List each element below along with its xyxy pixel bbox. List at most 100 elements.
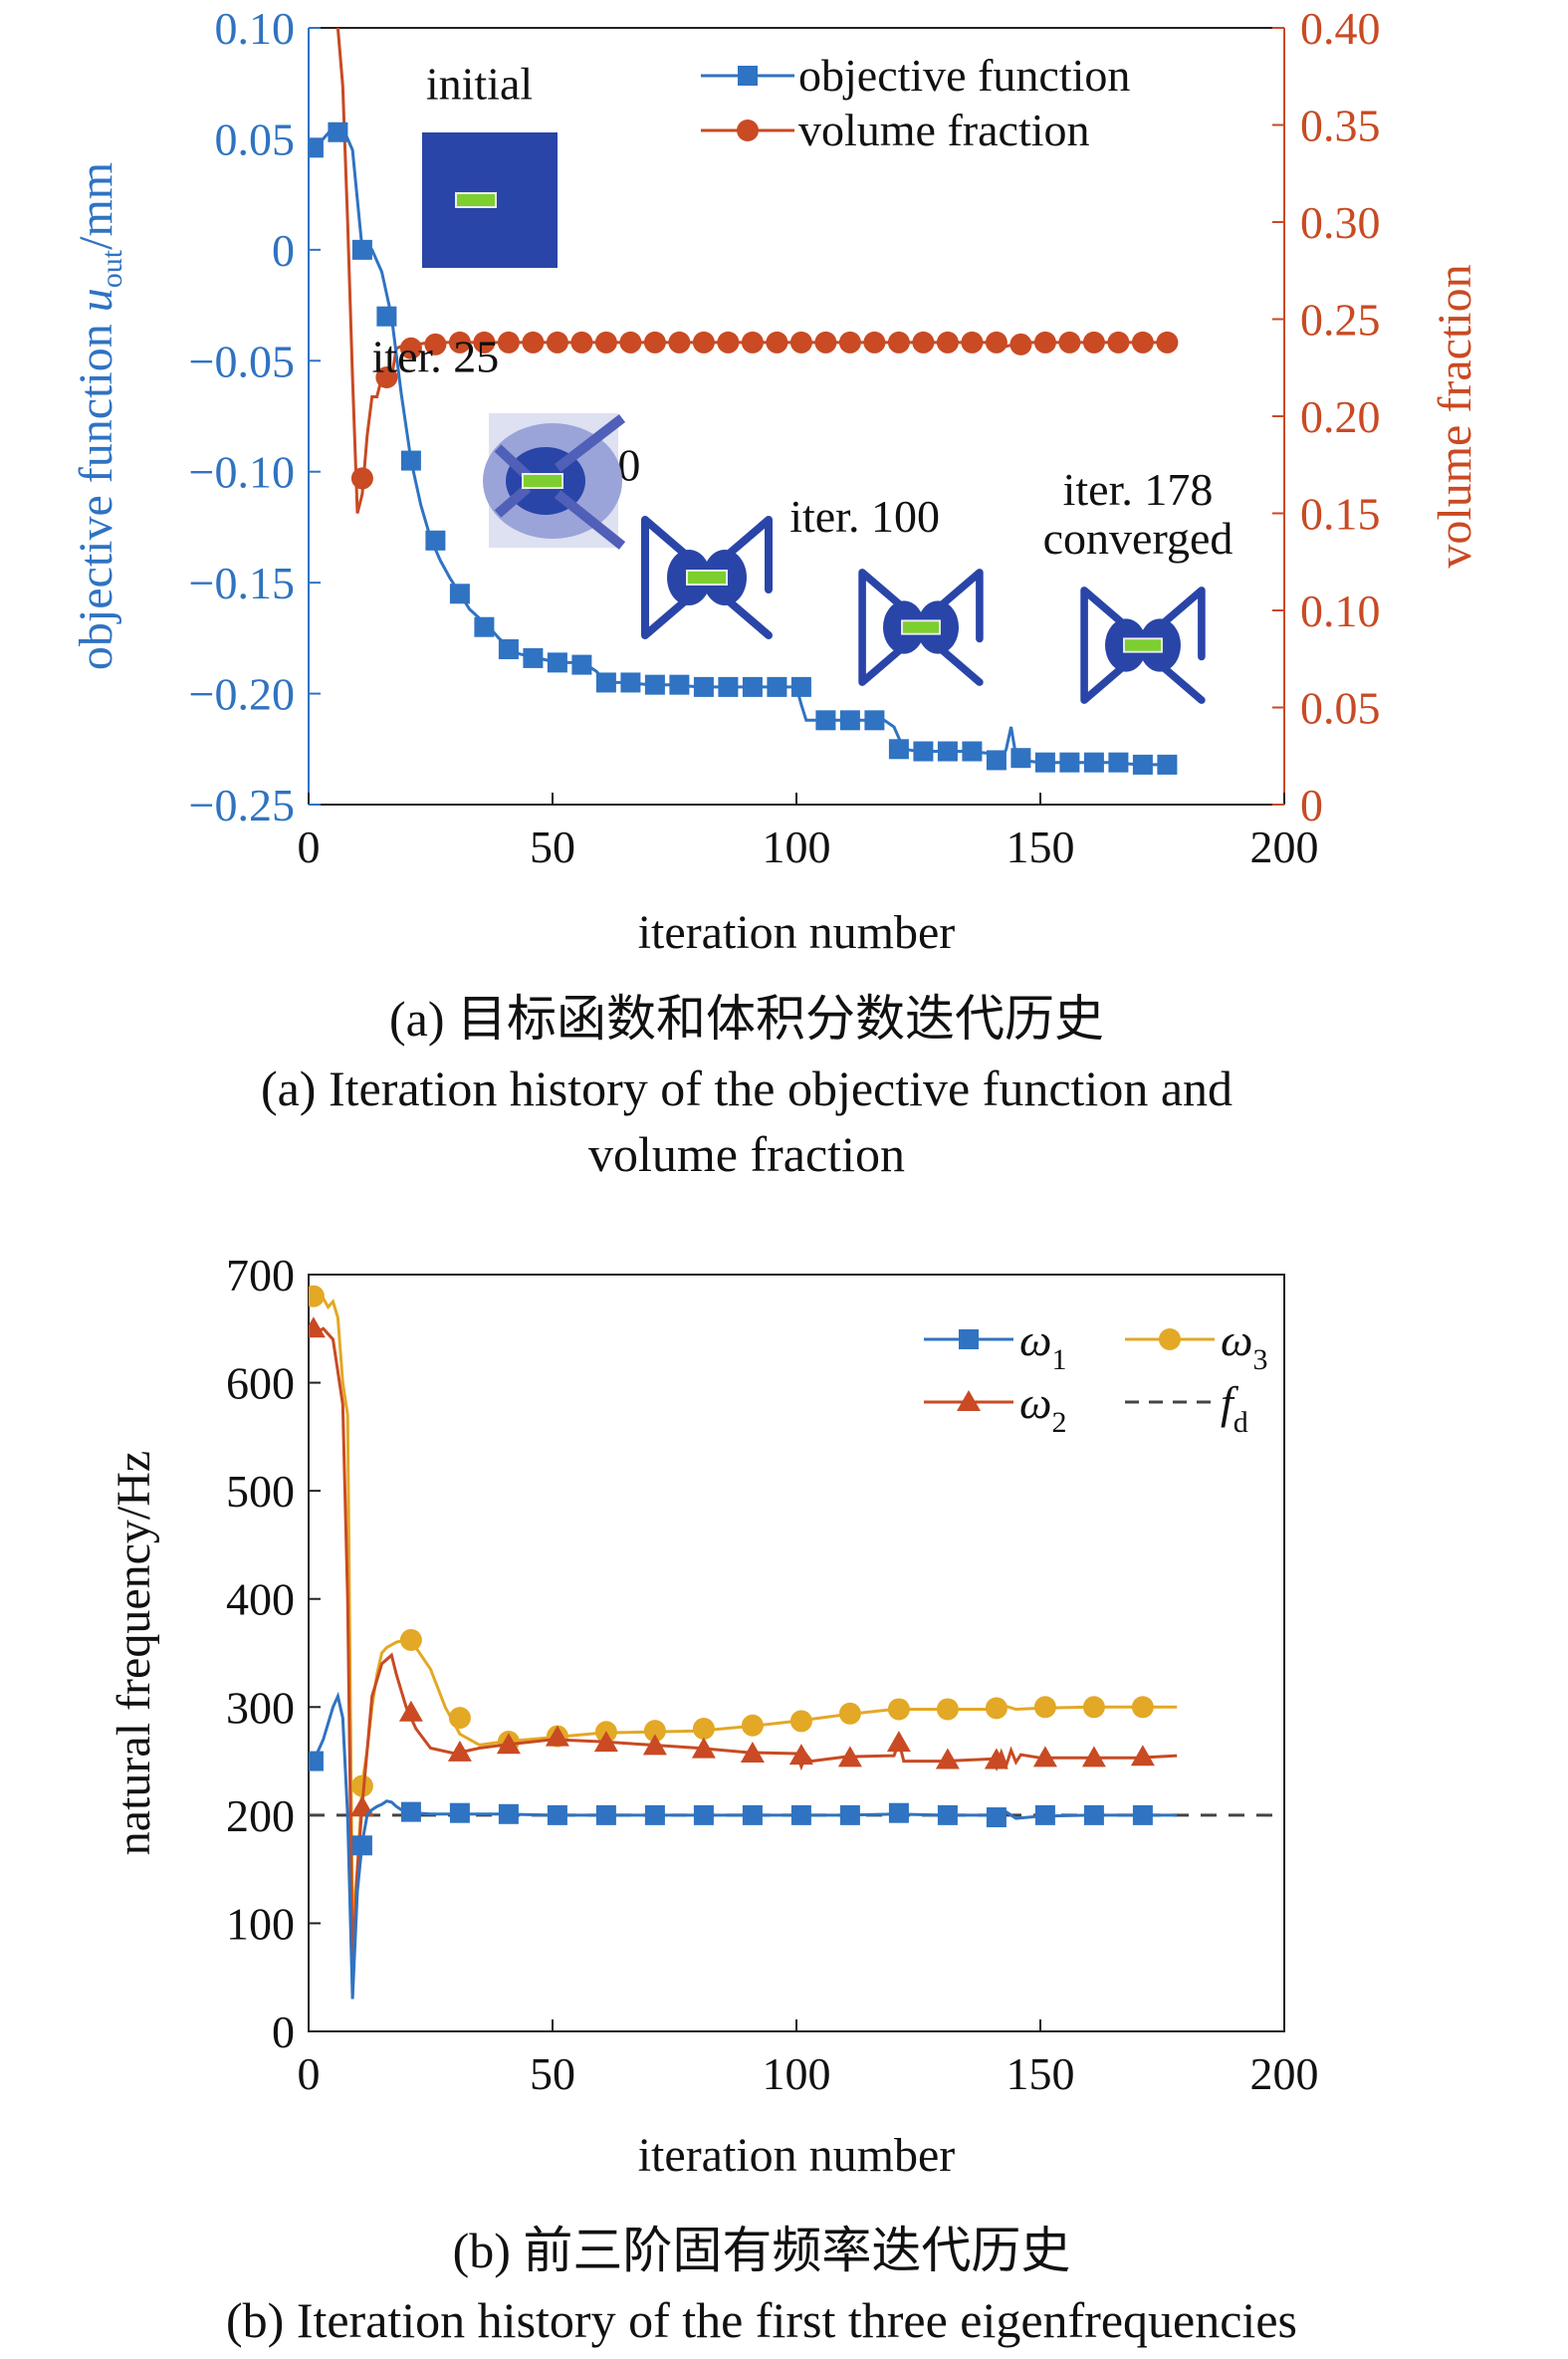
annotation-label: initial [426, 58, 533, 109]
legend-marker [1159, 1328, 1181, 1350]
x-tick-label: 100 [763, 2048, 831, 2099]
frequency-marker-2 [1081, 1746, 1106, 1768]
volume-fraction-marker [1009, 333, 1032, 355]
topology-members [858, 569, 984, 686]
objective-function-marker [839, 710, 860, 731]
objective-function-marker [449, 584, 470, 604]
volume-fraction-marker [814, 331, 837, 354]
frequency-marker-3 [985, 1697, 1008, 1720]
volume-fraction-marker [1058, 331, 1081, 354]
y-left-tick-label: −0.15 [189, 558, 295, 608]
y-left-tick-label: 0.05 [215, 114, 296, 164]
volume-fraction-marker [594, 331, 617, 354]
objective-function-marker [309, 137, 324, 158]
caption-a-english-line2: volume fraction [588, 1126, 905, 1182]
frequency-marker-1 [839, 1804, 860, 1825]
y-right-tick-label: 0.20 [1300, 391, 1381, 442]
volume-fraction-marker [1131, 331, 1154, 354]
frequency-marker-2 [788, 1744, 813, 1766]
frequency-marker-3 [692, 1718, 715, 1740]
objective-function-marker [864, 710, 885, 731]
legend-subscript: 2 [1051, 1406, 1066, 1439]
legend-marker [737, 119, 759, 141]
y-left-label-text: objective function [70, 312, 122, 670]
frequency-marker-1 [1034, 1804, 1055, 1825]
frequency-line-1 [312, 1691, 1178, 2000]
inset-iter-100 [858, 569, 984, 686]
objective-function-marker [790, 676, 811, 697]
x-tick-label: 0 [298, 822, 321, 872]
frequency-marker-1 [309, 1751, 324, 1771]
frequency-marker-2 [496, 1733, 521, 1755]
frequency-marker-2 [447, 1740, 472, 1762]
frequency-marker-2 [691, 1737, 716, 1759]
objective-function-marker [620, 672, 641, 693]
topology-shape [641, 516, 773, 639]
frequency-marker-3 [1082, 1696, 1105, 1719]
frequency-marker-3 [789, 1710, 812, 1733]
y-left-tick-label: −0.25 [189, 780, 295, 830]
y-tick-label: 100 [226, 1898, 295, 1949]
output-port-mark [901, 619, 941, 635]
objective-function-marker [1010, 748, 1031, 769]
frequency-marker-2 [886, 1731, 911, 1753]
output-port-mark [455, 192, 497, 208]
volume-fraction-marker [473, 331, 496, 354]
x-tick-label: 100 [763, 822, 831, 872]
objective-function-marker [815, 710, 836, 731]
objective-function-marker [498, 639, 519, 659]
frequency-marker-3 [1131, 1696, 1154, 1719]
volume-fraction-marker [692, 331, 715, 354]
y-left-label-sub: out [96, 249, 128, 288]
frequency-marker-2 [740, 1741, 765, 1763]
legend-subscript: 3 [1252, 1343, 1267, 1376]
y-tick-label: 500 [226, 1466, 295, 1517]
x-tick-label: 150 [1007, 822, 1075, 872]
objective-function-marker [718, 676, 739, 697]
legend-label: fd [1221, 1377, 1248, 1439]
volume-fraction-marker [1033, 331, 1056, 354]
x-tick-label: 50 [530, 822, 575, 872]
objective-function-marker [888, 739, 909, 760]
y-right-tick-label: 0 [1300, 780, 1323, 830]
caption-a-chinese: (a) 目标函数和体积分数迭代历史 [389, 991, 1104, 1047]
y-right-tick-label: 0.30 [1300, 197, 1381, 248]
objective-function-marker [328, 121, 348, 142]
topology-shape [858, 569, 984, 686]
legend-marker [959, 1329, 979, 1349]
volume-fraction-marker [961, 331, 984, 354]
y-left-label-unit: /mm [70, 162, 122, 250]
inset-iter-50 [641, 516, 773, 639]
volume-fraction-marker [570, 331, 593, 354]
frequency-marker-3 [309, 1285, 325, 1307]
y-tick-label: 300 [226, 1682, 295, 1733]
y-right-tick-label: 0.35 [1300, 101, 1381, 151]
inset-initial [422, 132, 558, 268]
volume-fraction-marker [887, 331, 910, 354]
frequency-marker-1 [790, 1804, 811, 1825]
topology-members [641, 516, 773, 639]
objective-function-marker [400, 450, 421, 471]
frequency-marker-2 [309, 1316, 326, 1338]
output-port-mark [1123, 637, 1163, 653]
y-left-tick-label: 0 [272, 225, 295, 276]
objective-function-marker [767, 676, 787, 697]
annotation-label: iter. 100 [789, 491, 940, 542]
frequency-marker-2 [1032, 1746, 1057, 1768]
frequency-marker-2 [593, 1731, 618, 1753]
frequency-marker-2 [1130, 1745, 1155, 1767]
legend-symbol: ω [1019, 1314, 1051, 1365]
y-axis-label: natural frequency/Hz [108, 1451, 160, 1855]
volume-fraction-marker [863, 331, 886, 354]
legend-label: objective function [798, 50, 1130, 101]
frequency-marker-1 [449, 1802, 470, 1823]
frequency-marker-1 [888, 1802, 909, 1823]
objective-function-marker [644, 674, 665, 695]
frequency-marker-1 [400, 1801, 421, 1822]
frequency-marker-3 [887, 1698, 910, 1721]
y-right-tick-label: 0.25 [1300, 295, 1381, 346]
objective-function-marker [523, 647, 544, 668]
volume-fraction-marker [985, 331, 1008, 354]
legend-label: volume fraction [798, 105, 1090, 155]
